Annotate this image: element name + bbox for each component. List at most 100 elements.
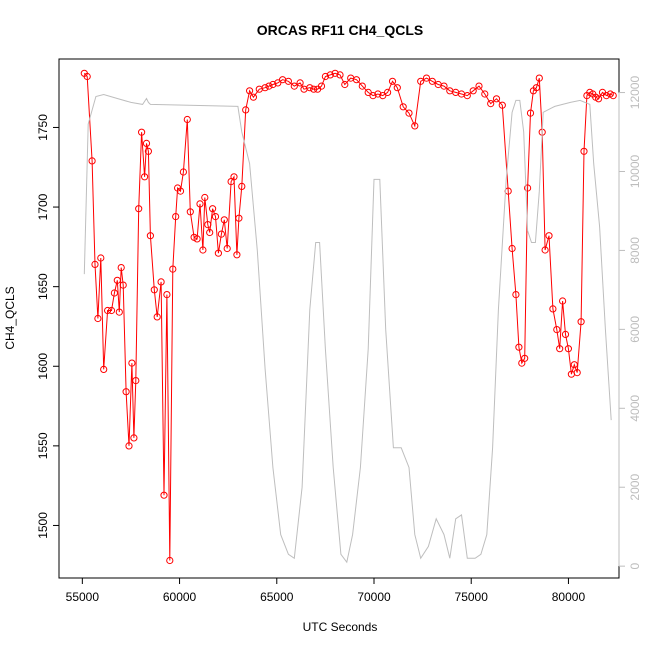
ch4-point: [336, 71, 344, 79]
ch4-point: [135, 205, 143, 213]
ch4-point: [269, 80, 277, 89]
ch4-point: [119, 281, 127, 289]
ch4-point: [142, 139, 151, 147]
ch4-point: [508, 244, 516, 253]
ch4-point: [498, 101, 506, 109]
x-axis: 55000 60000 65000 70000 75000 80000: [66, 577, 586, 604]
ch4-point: [163, 291, 171, 299]
ch4-point: [157, 278, 165, 286]
ch4-point: [317, 82, 326, 90]
ch4-point: [545, 232, 553, 240]
y-tick-label: 1500: [36, 512, 50, 539]
ch4-point: [115, 308, 123, 316]
ch4-point: [249, 93, 257, 101]
ch4-point: [242, 106, 250, 114]
ch4-point: [388, 77, 397, 85]
ch4-point: [230, 173, 238, 181]
ch4-point: [321, 72, 329, 81]
ch4-point: [595, 95, 603, 103]
ch4-point: [393, 84, 401, 92]
ch4-point: [199, 246, 207, 254]
ch4-point: [570, 361, 578, 369]
right-y-tick-label: 2000: [628, 474, 642, 501]
ch4-point: [417, 77, 425, 85]
right-y-tick-label: 4000: [628, 395, 642, 422]
x-tick-label: 60000: [163, 590, 197, 604]
ch4-point: [238, 182, 246, 190]
y-axis-label: CH4_QCLS: [3, 286, 17, 349]
ch4-point: [556, 345, 564, 353]
ch4-point: [296, 79, 304, 87]
x-axis-label: UTC Seconds: [303, 620, 378, 634]
ch4-point: [160, 491, 168, 499]
ch4-point: [541, 246, 549, 254]
ch4-point: [364, 88, 372, 97]
ch4-point: [580, 147, 588, 155]
ch4-point: [125, 442, 133, 450]
ch4-point: [209, 205, 217, 213]
ch4-point: [233, 251, 241, 259]
ch4-point: [549, 305, 557, 313]
y-tick-label: 1550: [36, 432, 50, 459]
right-y-tick-label: 8000: [628, 237, 642, 264]
ch4-point: [428, 77, 436, 85]
ch4-point: [512, 291, 520, 299]
ch4-point: [326, 71, 334, 79]
ch4-point: [204, 221, 212, 229]
ch4-point: [284, 77, 292, 85]
ch4-point: [274, 79, 282, 87]
ch4-point: [374, 90, 382, 98]
ch4-point: [384, 88, 392, 97]
ch4-point: [524, 184, 532, 192]
ch4-point: [94, 314, 102, 323]
ch4-point: [352, 76, 361, 84]
y-tick-label: 1750: [36, 114, 50, 141]
ch4-point: [235, 214, 243, 222]
ch4-point: [183, 115, 191, 124]
ch4-point: [559, 297, 567, 305]
ch4-point: [196, 200, 204, 208]
ch4-point: [138, 128, 146, 136]
ch4-point: [97, 254, 105, 262]
ch4-point: [130, 434, 138, 442]
y-tick-label: 1600: [36, 353, 50, 380]
ch4-point: [310, 85, 318, 93]
ch4-point: [481, 90, 489, 98]
ch4-point: [166, 556, 174, 565]
plot-area: [80, 69, 617, 565]
ch4-point: [526, 109, 535, 117]
ch4-point: [201, 193, 209, 202]
ch4-point: [223, 244, 231, 253]
right-y-tick-label: 10000: [628, 154, 642, 188]
ch4-point: [561, 330, 570, 338]
x-tick-label: 80000: [552, 590, 586, 604]
ch4-point: [179, 168, 187, 176]
right-y-tick-label: 6000: [628, 316, 642, 343]
ch4-point: [153, 313, 161, 321]
ch4-point: [217, 230, 225, 238]
ch4-point: [150, 286, 158, 294]
ch4-point: [144, 147, 152, 155]
ch4-point: [107, 306, 116, 315]
ch4-point: [463, 92, 471, 100]
ch4-point: [487, 100, 495, 108]
ch4-point: [246, 87, 254, 95]
x-tick-label: 70000: [357, 590, 391, 604]
ch4-point: [110, 289, 119, 297]
ch4-point: [172, 213, 180, 221]
ch4-point: [306, 84, 314, 92]
y-tick-label: 1700: [36, 193, 50, 220]
ch4-point: [186, 208, 194, 216]
ch4-point: [399, 103, 407, 111]
x-tick-label: 55000: [66, 590, 100, 604]
ch4-point: [100, 365, 108, 373]
ch4-point: [261, 84, 269, 92]
x-tick-label: 75000: [455, 590, 489, 604]
right-y-axis: 0 2000 4000 6000 8000 10000 12000: [618, 76, 642, 570]
ch4-point: [214, 249, 222, 257]
ch4-point: [532, 84, 541, 92]
y-tick-label: 1650: [36, 273, 50, 300]
ch4-point: [341, 80, 349, 89]
x-tick-label: 65000: [260, 590, 294, 604]
